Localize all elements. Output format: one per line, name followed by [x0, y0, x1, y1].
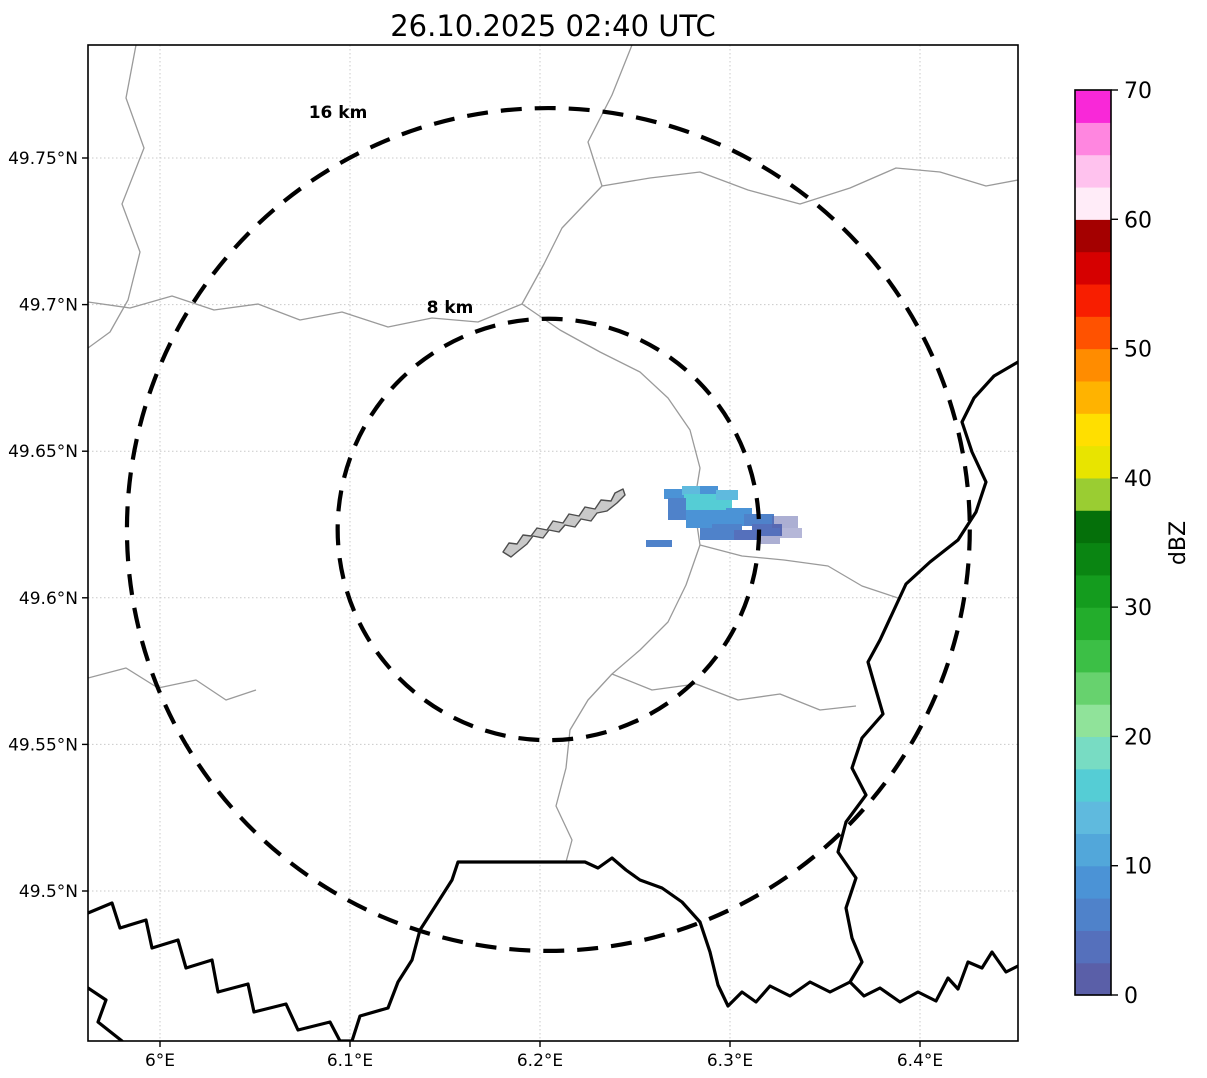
- colorbar-segment: [1075, 90, 1111, 123]
- colorbar-ticks: 0 10 20 30 40 50 60 70: [1111, 79, 1152, 1009]
- colorbar-segment: [1075, 477, 1111, 511]
- colorbar-segment: [1075, 768, 1111, 802]
- radar-echo-cell: [758, 536, 780, 544]
- colorbar-segment: [1075, 510, 1111, 544]
- radar-echo-cell: [668, 498, 686, 520]
- colorbar-tick-label: 20: [1124, 725, 1152, 750]
- colorbar-tick-label: 70: [1124, 79, 1152, 104]
- admin-boundary-line: [521, 303, 701, 863]
- admin-boundary-line: [611, 673, 857, 711]
- colorbar-segment: [1075, 639, 1111, 673]
- y-axis-ticks: 49.75°N 49.7°N 49.65°N 49.6°N 49.55°N 49.5°N: [8, 149, 88, 902]
- colorbar-segment: [1075, 736, 1111, 770]
- y-tick-label: 49.5°N: [19, 882, 78, 902]
- colorbar-frame: [1074, 89, 1112, 996]
- colorbar-segment: [1075, 283, 1111, 317]
- colorbar-segment: [1075, 186, 1111, 220]
- country-border-line: [88, 986, 124, 1041]
- airport-outline: [502, 488, 626, 558]
- y-tick-label: 49.55°N: [8, 735, 78, 755]
- colorbar-tick-label: 50: [1124, 338, 1152, 363]
- y-tick-label: 49.6°N: [19, 589, 78, 609]
- x-tick-label: 6°E: [145, 1051, 175, 1071]
- colorbar-segment: [1075, 704, 1111, 738]
- colorbar-segment: [1075, 607, 1111, 641]
- radar-echo-cell: [700, 486, 718, 494]
- airport-footprint: [502, 488, 626, 558]
- y-tick-label: 49.75°N: [8, 149, 78, 169]
- radar-echo-cell: [772, 516, 798, 528]
- colorbar-segment: [1075, 154, 1111, 188]
- radar-echo-cell: [780, 528, 802, 538]
- colorbar-segment: [1075, 898, 1111, 931]
- radar-echo-cell: [686, 510, 726, 528]
- colorbar-tick-label: 10: [1124, 855, 1152, 880]
- admin-boundary-line: [88, 45, 145, 349]
- colorbar-segment: [1075, 380, 1111, 414]
- country-border-line: [88, 856, 1018, 1041]
- range-ring-16km: [124, 105, 972, 954]
- radar-echo-cell: [682, 486, 716, 495]
- colorbar-segment: [1075, 542, 1111, 576]
- colorbar-tick-label: 30: [1124, 596, 1152, 621]
- colorbar-unit-label: dBZ: [1166, 521, 1191, 565]
- colorbar-segment: [1075, 413, 1111, 447]
- y-tick-label: 49.65°N: [8, 442, 78, 462]
- map-title: 26.10.2025 02:40 UTC: [390, 9, 716, 43]
- colorbar-segment: [1075, 962, 1111, 996]
- colorbar-tick-label: 40: [1124, 467, 1152, 492]
- x-tick-label: 6.1°E: [327, 1051, 373, 1071]
- x-axis-ticks: 6°E 6.1°E 6.2°E 6.3°E 6.4°E: [145, 1041, 943, 1071]
- colorbar-tick-label: 60: [1124, 208, 1152, 233]
- colorbar-segment: [1075, 574, 1111, 608]
- colorbar-segment: [1075, 930, 1111, 964]
- colorbar-segment: [1075, 316, 1111, 350]
- colorbar-segment: [1075, 122, 1111, 156]
- colorbar-tick-label: 0: [1124, 984, 1138, 1009]
- colorbar-swatches: [1075, 90, 1111, 996]
- range-ring-label-16km: 16 km: [309, 103, 368, 123]
- colorbar-segment: [1075, 219, 1111, 253]
- radar-echoes: [646, 486, 802, 547]
- plot-frame: [87, 44, 1019, 1042]
- x-tick-label: 6.2°E: [517, 1051, 563, 1071]
- x-tick-label: 6.4°E: [897, 1051, 943, 1071]
- radar-echo-cell: [646, 540, 672, 547]
- range-ring-8km: [335, 316, 762, 743]
- colorbar-segment: [1075, 251, 1111, 285]
- radar-echo-cell: [734, 530, 758, 540]
- country-border-line: [836, 360, 1018, 984]
- admin-boundaries: [88, 45, 1018, 863]
- range-rings: [124, 105, 972, 954]
- admin-boundary-line: [699, 544, 899, 599]
- gridlines: [88, 45, 1018, 1041]
- radar-echo-cell: [700, 528, 734, 540]
- colorbar-segment: [1075, 833, 1111, 867]
- admin-boundary-line: [88, 295, 523, 328]
- colorbar-segment: [1075, 801, 1111, 834]
- colorbar-segment: [1075, 348, 1111, 382]
- colorbar-segment: [1075, 865, 1111, 899]
- x-tick-label: 6.3°E: [707, 1051, 753, 1071]
- y-tick-label: 49.7°N: [19, 296, 78, 316]
- colorbar-segment: [1075, 671, 1111, 705]
- radar-echo-cell: [664, 489, 694, 499]
- admin-boundary-line: [88, 667, 257, 701]
- radar-echo-cell: [716, 490, 738, 500]
- range-ring-label-8km: 8 km: [427, 298, 474, 318]
- country-borders: [88, 360, 1018, 1041]
- colorbar-segment: [1075, 445, 1111, 479]
- radar-echo-cell: [744, 514, 774, 526]
- admin-boundary-line: [601, 167, 1018, 205]
